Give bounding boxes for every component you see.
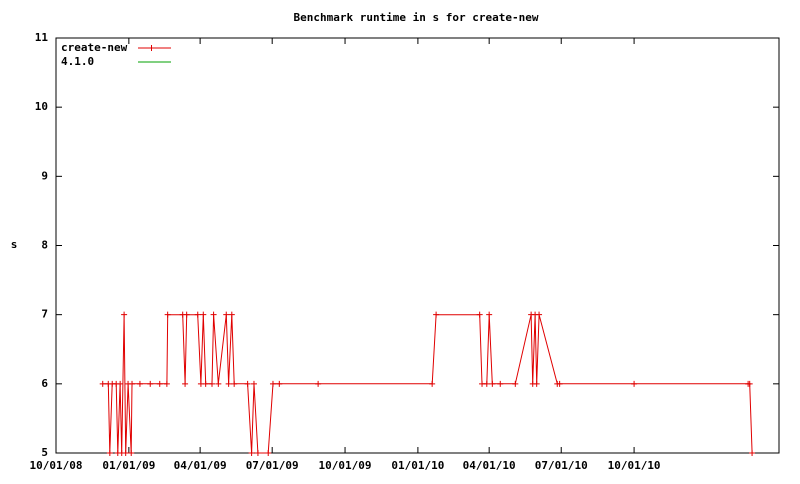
point <box>122 450 129 456</box>
x-tick-label: 07/01/10 <box>535 459 588 472</box>
point <box>202 380 209 387</box>
point <box>164 311 171 318</box>
legend-label: 4.1.0 <box>61 55 94 68</box>
y-axis-label: s <box>11 238 18 251</box>
chart-title: Benchmark runtime in s for create-new <box>293 11 538 24</box>
point <box>433 311 440 318</box>
plot-frame <box>55 37 780 454</box>
x-tick-label: 04/01/09 <box>174 459 227 472</box>
point <box>476 311 483 318</box>
point <box>223 311 230 318</box>
point <box>106 450 113 456</box>
x-tick-label: 01/01/09 <box>102 459 155 472</box>
point <box>489 380 496 387</box>
y-tick-label: 9 <box>41 169 48 182</box>
point <box>129 380 136 387</box>
point <box>248 450 255 456</box>
point <box>147 380 154 387</box>
point <box>200 311 207 318</box>
point <box>136 380 143 387</box>
x-tick-label: 10/01/08 <box>30 459 83 472</box>
point <box>486 311 493 318</box>
y-tick-label: 5 <box>41 446 48 459</box>
point <box>128 450 135 456</box>
x-tick-label: 10/01/09 <box>319 459 372 472</box>
point <box>483 380 490 387</box>
point <box>497 380 504 387</box>
point <box>244 380 251 387</box>
x-tick-label: 04/01/10 <box>463 459 516 472</box>
y-tick-label: 10 <box>35 100 48 113</box>
y-tick-label: 6 <box>41 377 48 390</box>
point <box>315 380 322 387</box>
x-tick-label: 07/01/09 <box>246 459 299 472</box>
point <box>254 450 261 456</box>
point <box>156 380 163 387</box>
point <box>276 380 283 387</box>
point <box>121 311 128 318</box>
point <box>746 380 753 387</box>
point <box>99 380 106 387</box>
point <box>631 380 638 387</box>
point <box>749 450 756 456</box>
point <box>117 380 124 387</box>
point <box>512 380 519 387</box>
point <box>182 380 189 387</box>
x-tick-label: 01/01/10 <box>391 459 444 472</box>
legend-marker <box>148 45 155 51</box>
point <box>231 380 238 387</box>
point <box>215 380 222 387</box>
series-line <box>102 314 753 454</box>
y-tick-label: 11 <box>35 31 49 44</box>
point <box>228 311 235 318</box>
point <box>556 380 563 387</box>
point <box>250 380 257 387</box>
point <box>209 380 216 387</box>
point <box>533 380 540 387</box>
point <box>183 311 190 318</box>
legend-label: create-new <box>61 41 128 54</box>
point <box>163 380 170 387</box>
y-tick-label: 7 <box>41 308 48 321</box>
point <box>429 380 436 387</box>
x-tick-label: 10/01/10 <box>608 459 661 472</box>
point <box>194 311 201 318</box>
point <box>225 380 232 387</box>
y-tick-label: 8 <box>41 239 48 252</box>
point <box>269 380 276 387</box>
point <box>536 311 543 318</box>
point <box>210 311 217 318</box>
point <box>265 450 272 456</box>
